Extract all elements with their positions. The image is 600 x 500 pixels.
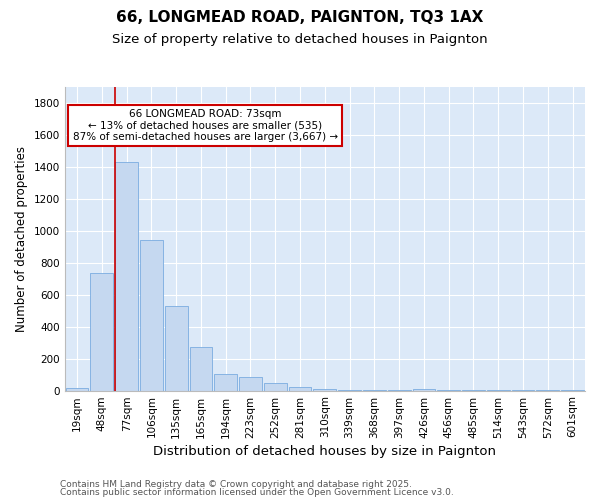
Bar [165,306,188,390]
Bar [313,389,336,390]
Bar [264,383,287,390]
Text: Contains HM Land Registry data © Crown copyright and database right 2025.: Contains HM Land Registry data © Crown c… [60,480,412,489]
Text: 66, LONGMEAD ROAD, PAIGNTON, TQ3 1AX: 66, LONGMEAD ROAD, PAIGNTON, TQ3 1AX [116,10,484,25]
Bar [91,272,113,390]
Text: Size of property relative to detached houses in Paignton: Size of property relative to detached ho… [112,32,488,46]
Bar [190,346,212,391]
Bar [65,388,88,390]
Bar [140,240,163,390]
Bar [214,374,237,390]
X-axis label: Distribution of detached houses by size in Paignton: Distribution of detached houses by size … [154,444,496,458]
Bar [289,387,311,390]
Bar [115,162,138,390]
Bar [239,376,262,390]
Text: 66 LONGMEAD ROAD: 73sqm
← 13% of detached houses are smaller (535)
87% of semi-d: 66 LONGMEAD ROAD: 73sqm ← 13% of detache… [73,108,338,142]
Y-axis label: Number of detached properties: Number of detached properties [15,146,28,332]
Text: Contains public sector information licensed under the Open Government Licence v3: Contains public sector information licen… [60,488,454,497]
